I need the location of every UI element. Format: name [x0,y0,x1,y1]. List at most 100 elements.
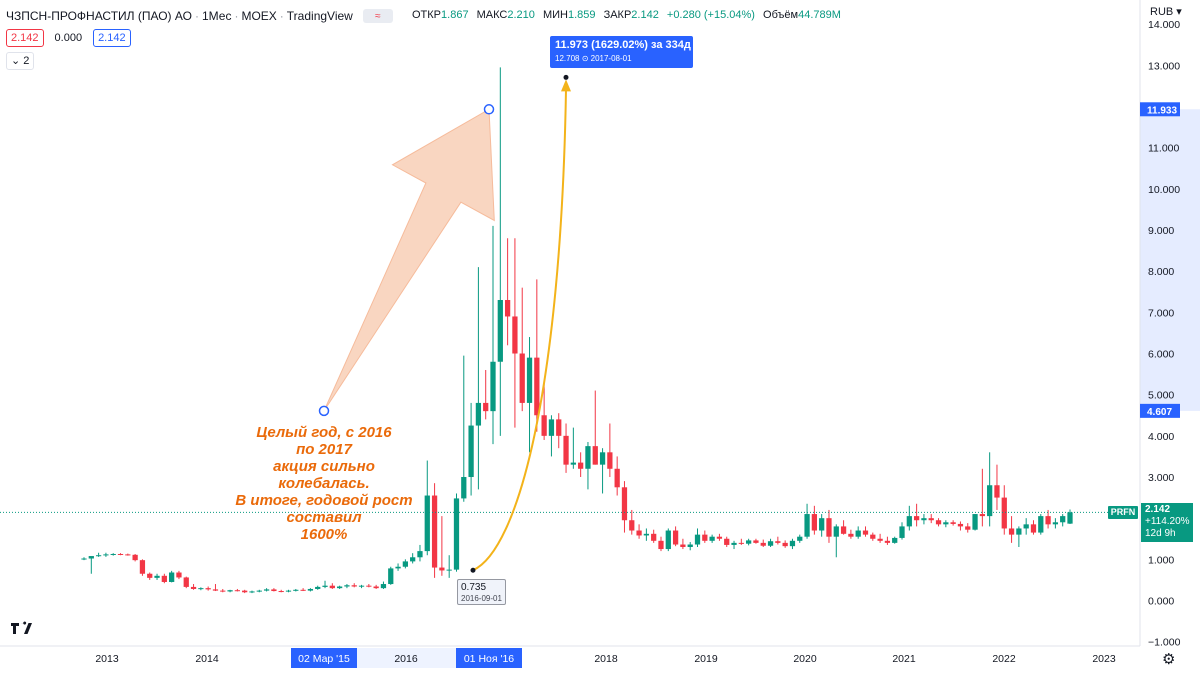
candle-body [672,530,679,545]
candle-body [972,514,978,530]
indicators-count: 2 [23,55,30,67]
annotation-line-5: В итоге, годовой рост [235,492,413,509]
sell-price[interactable]: 2.142 [6,29,44,47]
time-axis: 2013 2014 02 Мар '15 2016 01 Ноя '16 2018 2019… [95,648,1116,668]
time-tick-label: 2018 [594,653,618,665]
candle-body [512,316,518,354]
candle-body [439,567,445,571]
symbol-name[interactable]: ЧЗПСН-ПРОФНАСТИЛ (ПАО) АО [6,9,192,23]
candle-body [468,425,474,478]
candle-body [395,566,401,569]
gear-icon[interactable]: ⚙ [1162,651,1176,668]
candle-body [453,498,460,570]
candle-body [892,537,898,543]
highlight-band-horizontal [1140,109,1200,411]
candle-body [147,573,153,578]
measure-curve [472,89,567,572]
candle-body [716,536,723,539]
measure-start-price: 0.735 [461,582,487,593]
candle-body [760,542,766,546]
candle-body [278,591,284,593]
price-tick-label: 13.000 [1148,60,1180,72]
candle-body [220,590,226,592]
candle-body [263,589,270,591]
candle-body [410,557,416,562]
price-tick-label: 10.000 [1148,184,1180,196]
candle-body [461,477,467,499]
candle-body [88,556,94,559]
candle-body [928,518,934,521]
candle-body [965,526,971,530]
candle-body [176,572,182,578]
annotation-line-2: по 2017 [296,441,352,458]
candle-body [285,590,292,592]
candle-body [534,357,540,416]
candlestick-series [81,67,1073,594]
candle-body [585,446,591,469]
candle-body [870,534,876,539]
candle-body [125,554,131,556]
bar-countdown: 12d 9h [1145,528,1176,539]
high-label: МАКС [476,9,508,21]
candle-body [797,536,803,541]
candle-body [1060,516,1066,523]
candle-body [424,495,430,552]
candle-body [629,520,635,531]
price-axis: −1.0000.0001.0002.0003.0004.0005.0006.00… [1140,19,1181,649]
candle-body [746,540,752,544]
candle-body [782,542,788,547]
time-tick-label: 2022 [992,653,1016,665]
candle-body [249,591,255,593]
highlight-band-vertical [324,648,489,668]
candle-body [643,533,650,536]
candle-body [957,523,964,527]
time-tick-label: 2013 [95,653,119,665]
open-label: ОТКР [412,9,442,21]
candle-body [490,361,496,412]
candle-body [906,516,912,527]
measure-start-date: 2016-09-01 [461,594,502,603]
candle-body [862,530,869,535]
indicators-toggle[interactable]: ⌄ 2 [6,52,35,70]
candle-body [826,518,832,537]
candle-body [687,544,693,547]
candle-body [366,585,372,587]
candle-body [775,541,781,543]
candle-body [570,462,576,465]
compare-icon[interactable]: ≈ [362,9,393,23]
annotation-text: Целый год, с 2016 по 2017 акция сильно к… [218,424,430,543]
candle-body [979,514,985,517]
candle-body [819,518,825,531]
candle-body [731,542,737,545]
candle-body [402,561,408,567]
spread: 0.000 [54,32,83,44]
candle-body [935,520,942,525]
interval[interactable]: 1Мес [201,9,232,23]
candle-body [943,522,949,525]
candle-body [1030,524,1037,533]
candle-body [738,542,744,544]
candle-body [337,586,343,589]
candle-body [322,585,328,587]
buy-price[interactable]: 2.142 [93,29,131,47]
currency-selector[interactable]: RUB ▾ [1150,6,1182,18]
candle-body [293,589,299,591]
candle-body [234,590,241,592]
tradingview-logo-icon[interactable] [10,620,34,636]
price-tick-label: 1.000 [1148,554,1174,566]
low-label: МИН [542,9,568,21]
candle-body [877,538,883,541]
price-tags: 2.142 0.000 2.142 [6,29,131,47]
candle-body [855,530,861,537]
price-tick-label: 11.000 [1148,143,1179,155]
candle-body [154,575,160,578]
candle-body [556,419,562,436]
candle-body [753,540,759,543]
price-tick-label: −1.000 [1148,637,1181,649]
volume-value: 44.789M [798,9,841,21]
candle-body [665,530,671,550]
candle-body [183,577,189,587]
open-value: 1.867 [441,9,469,21]
annotation-line-4: колебалась. [278,475,370,492]
